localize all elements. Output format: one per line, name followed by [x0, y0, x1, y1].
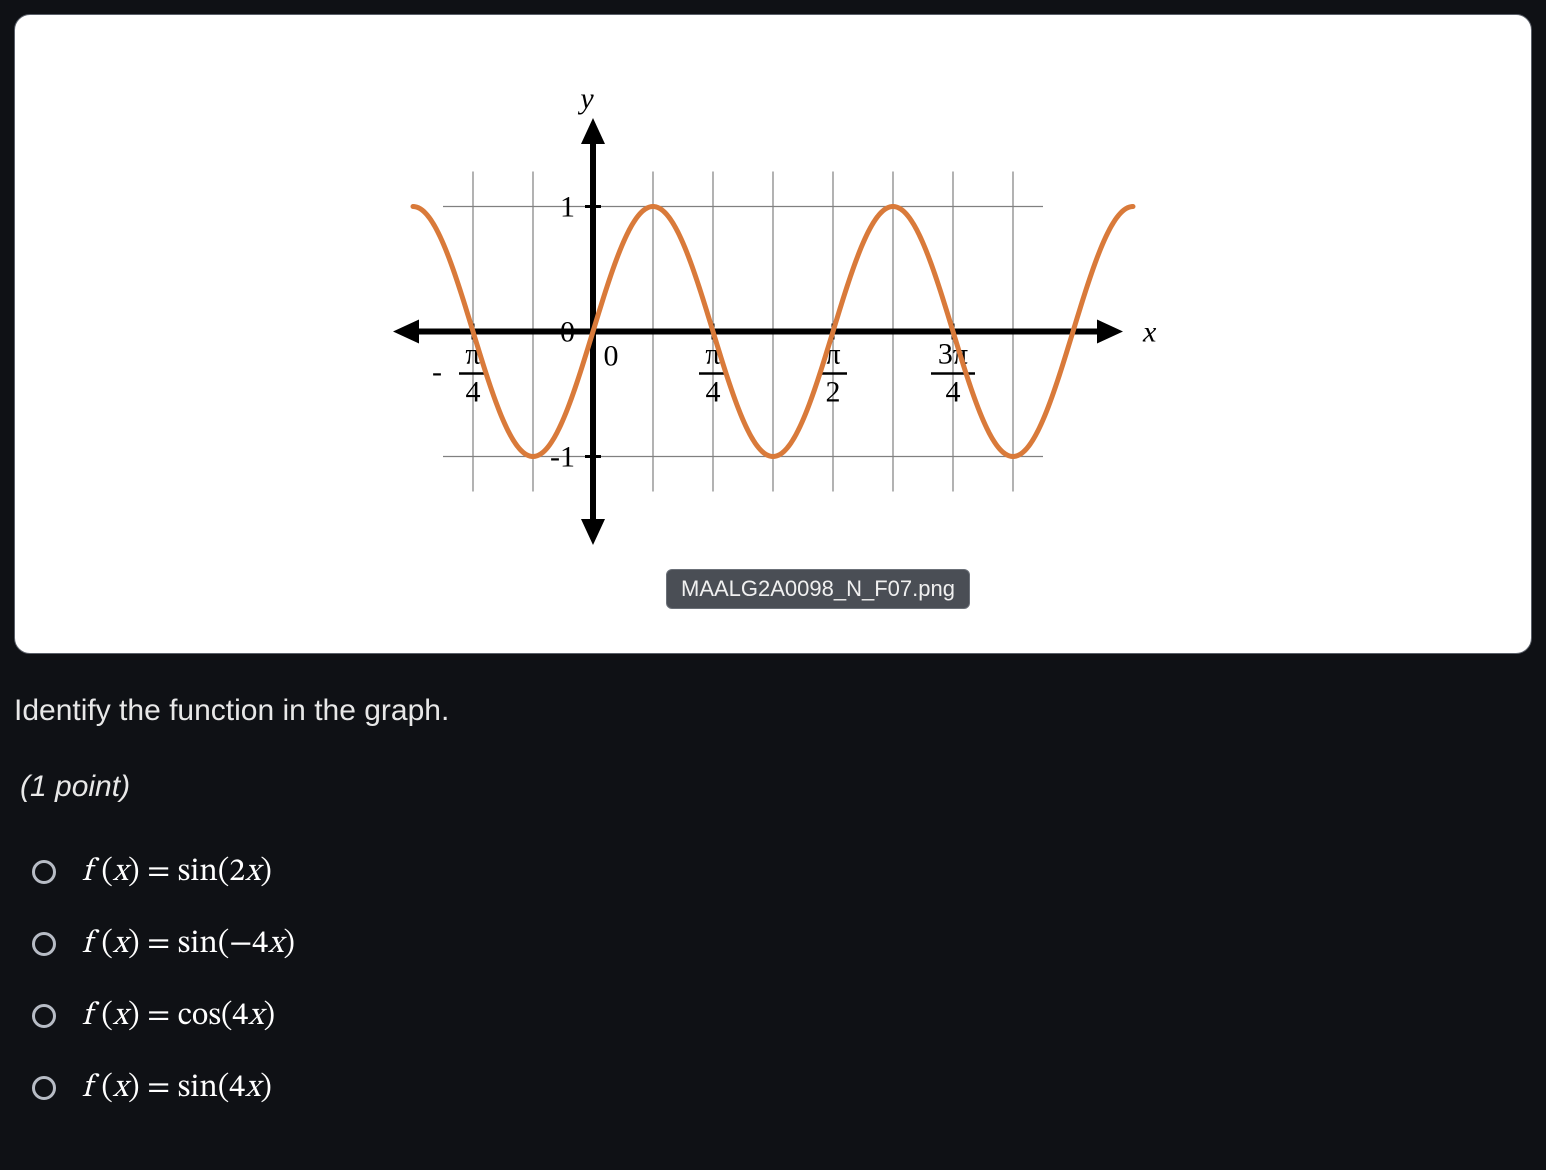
- svg-text:4: 4: [946, 376, 961, 409]
- question-prompt: Identify the function in the graph.: [14, 694, 449, 728]
- svg-text:4: 4: [706, 376, 721, 409]
- option-formula: f (x) = cos(4x): [82, 996, 275, 1036]
- svg-text:y: y: [577, 82, 594, 115]
- answer-option-2[interactable]: f (x) = sin(−4x): [32, 924, 295, 964]
- answer-option-3[interactable]: f (x) = cos(4x): [32, 996, 295, 1036]
- radio-icon[interactable]: [32, 860, 56, 884]
- graph-svg: yx10-1-π40π4π23π4: [293, 62, 1253, 602]
- answer-options: f (x) = sin(2x) f (x) = sin(−4x) f (x) = c…: [32, 852, 295, 1140]
- graph: yx10-1-π40π4π23π4: [293, 62, 1253, 607]
- graph-panel: yx10-1-π40π4π23π4 MAALG2A0098_N_F07.png: [14, 14, 1532, 654]
- answer-option-1[interactable]: f (x) = sin(2x): [32, 852, 295, 892]
- svg-text:0: 0: [604, 340, 619, 373]
- option-formula: f (x) = sin(−4x): [82, 924, 295, 964]
- svg-text:x: x: [1142, 316, 1157, 349]
- svg-text:4: 4: [466, 376, 481, 409]
- svg-text:-1: -1: [550, 441, 575, 474]
- svg-text:0: 0: [560, 316, 575, 349]
- radio-icon[interactable]: [32, 932, 56, 956]
- option-formula: f (x) = sin(4x): [82, 1068, 272, 1108]
- svg-text:-: -: [432, 356, 442, 389]
- option-formula: f (x) = sin(2x): [82, 852, 272, 892]
- answer-option-4[interactable]: f (x) = sin(4x): [32, 1068, 295, 1108]
- svg-text:2: 2: [826, 376, 841, 409]
- radio-icon[interactable]: [32, 1076, 56, 1100]
- radio-icon[interactable]: [32, 1004, 56, 1028]
- svg-text:1: 1: [560, 191, 575, 224]
- question-points: (1 point): [20, 770, 130, 804]
- image-filename-tooltip: MAALG2A0098_N_F07.png: [666, 569, 970, 609]
